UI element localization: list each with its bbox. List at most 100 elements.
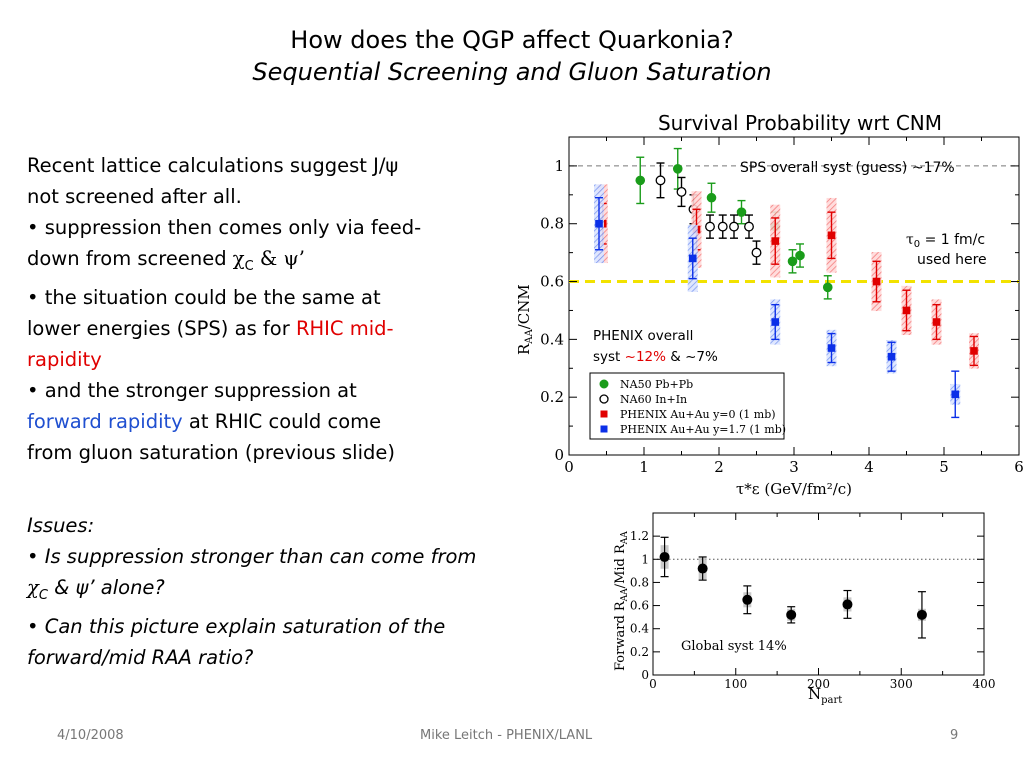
data-point (697, 563, 708, 574)
y-tick-label: 0.6 (540, 273, 564, 291)
tau-symbol: τ (906, 232, 914, 248)
phenix-syst-line2: syst ~12% & ~7% (593, 349, 718, 365)
data-point (771, 318, 780, 326)
body-line: not screened after all. (27, 185, 242, 208)
y-tick-label: 0 (554, 446, 564, 464)
data-point (655, 175, 666, 186)
body-line: from gluon saturation (previous slide) (27, 440, 396, 464)
data-point (887, 352, 896, 361)
chi-symbol: χ (27, 576, 39, 599)
legend-marker (599, 379, 609, 389)
x-tick-label: 0 (649, 677, 657, 691)
data-point (872, 277, 881, 286)
data-point (688, 254, 697, 263)
series-ratio (659, 536, 927, 639)
y-label-sub1: AA (620, 588, 630, 602)
legend: NA50 Pb+Pb NA60 In+In PHENIX Au+Au y=0 (1 … (589, 372, 786, 440)
data-point (822, 282, 833, 293)
global-syst-annotation: Global syst 14% (681, 639, 787, 654)
slide-title: How does the QGP affect Quarkonia? (290, 26, 734, 54)
body-red-text: RHIC mid- (295, 316, 394, 340)
chi-subscript: C (244, 258, 254, 274)
legend-label: NA60 In+In (620, 393, 687, 406)
issues-line: • Can this picture explain saturation of… (27, 614, 446, 638)
body-line: forward rapidity at RHIC could come (27, 406, 421, 437)
tau0-annotation: τ0 = 1 fm/c (906, 232, 985, 250)
body-line: • and the stronger suppression at (27, 378, 357, 402)
legend-label: PHENIX Au+Au y=1.7 (1 mb) (620, 423, 786, 436)
body-line: • the situation could be the same at (27, 285, 381, 309)
phenix-syst-post: & ~7% (666, 349, 718, 365)
footer-date: 4/10/2008 (57, 728, 124, 743)
tau0-annotation-line2: used here (917, 252, 987, 268)
y-tick-label: 0.6 (630, 599, 649, 613)
data-point (729, 221, 739, 232)
x-axis-label-n: N (808, 685, 821, 703)
x-axis-label: Npart (808, 685, 842, 706)
body-blue-text: forward rapidity (27, 409, 183, 433)
y-tick-label: 0.8 (630, 575, 649, 589)
legend-marker (600, 410, 608, 418)
y-tick-label: 1 (641, 552, 649, 566)
data-point (672, 164, 683, 174)
tau0-value: = 1 fm/c (920, 232, 985, 248)
data-point (744, 221, 754, 232)
x-tick-label: 4 (864, 458, 874, 476)
data-point (902, 306, 911, 315)
footer-author: Mike Leitch - PHENIX/LANL (420, 728, 593, 743)
data-point (827, 344, 836, 352)
data-point (595, 219, 603, 228)
y-tick-label: 0.4 (630, 622, 649, 636)
data-point (676, 186, 687, 197)
x-axis-label: τ*ε (GeV/fm²/c) (736, 480, 852, 498)
y-tick-label: 0.2 (540, 388, 564, 406)
legend-label: NA50 Pb+Pb (620, 378, 693, 391)
issues-text: Issues: • Is suppression stronger than c… (27, 510, 476, 673)
x-tick-label: 6 (1014, 458, 1024, 476)
y-label-mid: /Mid R (613, 543, 628, 588)
y-axis-label-rest: /CNM (515, 284, 533, 329)
body-line: lower energies (SPS) as for RHIC mid- (27, 313, 421, 344)
y-tick-label: 1.2 (630, 529, 649, 543)
legend-box (589, 372, 785, 440)
data-point (787, 256, 798, 267)
body-span: lower energies (SPS) as for (27, 316, 296, 340)
phenix-syst-line1: PHENIX overall (593, 328, 693, 344)
x-tick-label: 2 (714, 458, 724, 476)
y-tick-label: 0.2 (630, 645, 649, 659)
data-point (705, 221, 715, 232)
issues-span: & ψ’ alone? (47, 576, 165, 599)
body-span: at RHIC could come (182, 409, 382, 433)
chi-subscript: C (38, 587, 48, 603)
phenix-syst-pre: syst (593, 349, 625, 365)
data-point (916, 609, 927, 620)
x-tick-label: 400 (973, 677, 996, 691)
data-point (751, 247, 762, 258)
data-point (736, 207, 747, 217)
x-tick-label: 5 (939, 458, 949, 476)
legend-label: PHENIX Au+Au y=0 (1 mb) (620, 408, 776, 421)
body-line: • suppression then comes only via feed- (27, 216, 422, 239)
x-tick-label: 200 (807, 677, 830, 691)
issues-heading: Issues: (27, 514, 95, 537)
footer-page-number: 9 (950, 728, 959, 743)
body-line: Recent lattice calculations suggest J/ψ (27, 154, 399, 177)
x-tick-label: 300 (890, 677, 913, 691)
y-tick-label: 1 (554, 157, 564, 175)
data-point (706, 192, 717, 203)
slide-subtitle: Sequential Screening and Gluon Saturatio… (252, 58, 772, 86)
sps-syst-annotation: SPS overall syst (guess) ~17% (740, 160, 955, 176)
data-point (659, 551, 670, 562)
x-tick-label: 1 (639, 458, 649, 476)
data-point (932, 318, 941, 326)
y-label-sub2: AA (620, 531, 630, 545)
y-axis-label-r: R (515, 343, 533, 355)
y-tick-label: 0 (641, 668, 649, 682)
issues-line: χC & ψ’ alone? (27, 572, 476, 611)
series-phenix-au-au-y-1-7-1-mb (594, 184, 961, 419)
body-red-line: rapidity (27, 347, 102, 371)
data-point (951, 390, 960, 399)
survival-probability-chart: 0 1 2 3 4 5 6 0 0.2 0.4 0.6 0.8 1 SPS overall syst (… (515, 136, 1024, 498)
data-point (742, 594, 753, 605)
data-point (635, 175, 646, 186)
